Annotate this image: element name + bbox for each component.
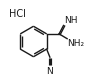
Text: N: N	[47, 67, 53, 76]
Text: HCl: HCl	[9, 9, 25, 19]
Text: NH: NH	[64, 16, 77, 25]
Text: NH₂: NH₂	[68, 39, 85, 48]
